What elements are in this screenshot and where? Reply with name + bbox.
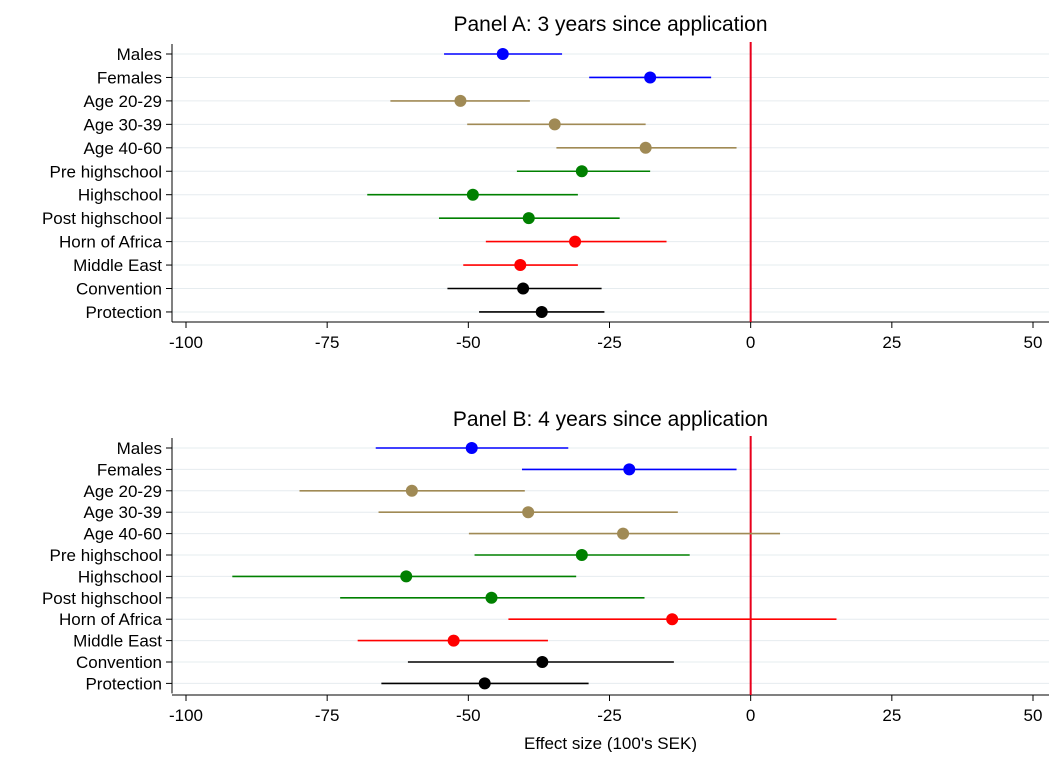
category-label: Age 20-29 <box>84 92 162 111</box>
x-tick-label: 25 <box>882 333 901 352</box>
x-tick-label: 25 <box>882 706 901 725</box>
point-estimate <box>447 634 460 647</box>
point-estimate <box>522 506 535 519</box>
category-label: Highschool <box>78 567 162 586</box>
point-estimate <box>400 570 413 583</box>
point-estimate <box>522 212 535 225</box>
point-estimate <box>405 484 418 497</box>
point-estimate <box>617 527 630 540</box>
category-label: Females <box>97 68 162 87</box>
point-estimate <box>514 259 527 272</box>
panel-title: Panel A: 3 years since application <box>453 13 767 36</box>
x-tick-label: 0 <box>746 706 755 725</box>
point-estimate <box>465 442 478 454</box>
point-estimate <box>623 463 636 476</box>
x-tick-label: 50 <box>1024 333 1043 352</box>
point-estimate <box>644 71 657 84</box>
x-tick-label: -100 <box>169 706 203 725</box>
point-estimate <box>575 165 588 178</box>
point-estimate <box>536 656 549 668</box>
category-label: Males <box>117 45 162 64</box>
x-tick-label: -50 <box>456 706 481 725</box>
x-tick-label: -50 <box>456 333 481 352</box>
point-estimate <box>639 141 652 154</box>
point-estimate <box>517 282 530 295</box>
x-tick-label: 50 <box>1024 706 1043 725</box>
category-label: Females <box>97 460 162 479</box>
panel-b: Panel B: 4 years since application Males F… <box>42 408 1049 753</box>
point-estimate <box>548 118 561 131</box>
x-tick-label: -75 <box>315 333 340 352</box>
panel-a: Panel A: 3 years since application Males F… <box>42 13 1049 352</box>
point-estimate <box>466 188 479 201</box>
x-axis-label: Effect size (100's SEK) <box>524 734 697 752</box>
category-label: Age 40-60 <box>84 139 162 158</box>
category-label: Pre highschool <box>50 546 162 565</box>
category-label: Post highschool <box>42 209 162 228</box>
x-tick-label: -25 <box>597 706 622 725</box>
category-label: Age 30-39 <box>84 115 162 134</box>
panel-title: Panel B: 4 years since application <box>453 408 768 431</box>
point-estimate <box>478 677 491 690</box>
category-label: Protection <box>85 674 162 693</box>
category-label: Age 40-60 <box>84 525 162 544</box>
category-label: Post highschool <box>42 589 162 608</box>
point-estimate <box>569 235 582 248</box>
category-label: Middle East <box>73 256 162 275</box>
category-label: Males <box>117 439 162 458</box>
category-label: Convention <box>76 653 162 672</box>
x-tick-label: -75 <box>315 706 340 725</box>
x-tick-label: 0 <box>746 333 755 352</box>
point-estimate <box>454 94 467 107</box>
x-tick-label: -25 <box>597 333 622 352</box>
category-label: Horn of Africa <box>59 610 163 629</box>
category-label: Highschool <box>78 186 162 205</box>
category-label: Convention <box>76 280 162 299</box>
point-estimate <box>485 591 498 604</box>
category-label: Pre highschool <box>50 162 162 181</box>
category-label: Middle East <box>73 632 162 651</box>
point-estimate <box>575 549 588 561</box>
point-estimate <box>535 305 548 318</box>
category-label: Protection <box>85 303 162 322</box>
point-estimate <box>666 613 679 626</box>
point-estimate <box>496 48 509 60</box>
category-label: Age 20-29 <box>84 482 162 501</box>
x-tick-label: -100 <box>169 333 203 352</box>
category-label: Horn of Africa <box>59 233 163 252</box>
category-label: Age 30-39 <box>84 503 162 522</box>
